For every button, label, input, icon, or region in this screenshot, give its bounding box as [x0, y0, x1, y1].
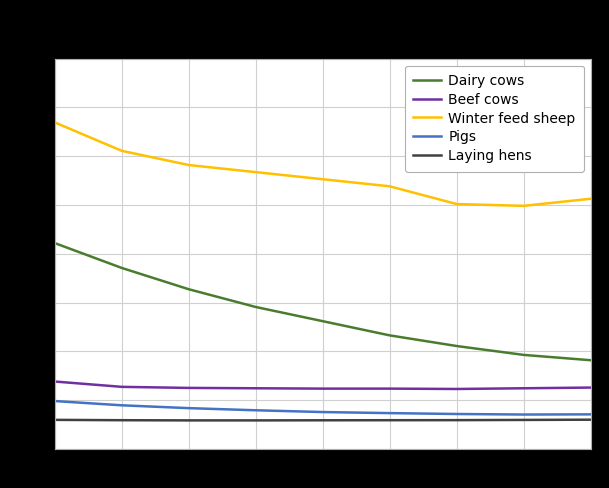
Winter feed sheep: [587, 196, 594, 202]
Line: Winter feed sheep: Winter feed sheep: [55, 122, 591, 206]
Beef cows: [51, 379, 58, 385]
Laying hens: [252, 417, 259, 423]
Beef cows: [319, 386, 326, 391]
Laying hens: [51, 417, 58, 423]
Dairy cows: [319, 318, 326, 324]
Pigs: [51, 398, 58, 404]
Winter feed sheep: [252, 169, 259, 175]
Laying hens: [386, 417, 393, 423]
Pigs: [386, 410, 393, 416]
Dairy cows: [520, 352, 527, 358]
Pigs: [185, 405, 192, 411]
Dairy cows: [252, 304, 259, 310]
Laying hens: [319, 417, 326, 423]
Dairy cows: [118, 265, 125, 271]
Dairy cows: [51, 240, 58, 246]
Dairy cows: [386, 332, 393, 338]
Beef cows: [520, 386, 527, 391]
Laying hens: [185, 417, 192, 423]
Pigs: [453, 411, 460, 417]
Pigs: [587, 411, 594, 417]
Winter feed sheep: [319, 176, 326, 182]
Line: Beef cows: Beef cows: [55, 382, 591, 389]
Laying hens: [118, 417, 125, 423]
Pigs: [118, 403, 125, 408]
Beef cows: [252, 386, 259, 391]
Winter feed sheep: [185, 162, 192, 168]
Dairy cows: [453, 343, 460, 349]
Line: Pigs: Pigs: [55, 401, 591, 414]
Laying hens: [587, 417, 594, 423]
Winter feed sheep: [51, 120, 58, 125]
Dairy cows: [587, 357, 594, 363]
Beef cows: [453, 386, 460, 392]
Beef cows: [185, 385, 192, 391]
Pigs: [252, 407, 259, 413]
Winter feed sheep: [453, 201, 460, 207]
Beef cows: [118, 384, 125, 390]
Laying hens: [453, 417, 460, 423]
Pigs: [319, 409, 326, 415]
Legend: Dairy cows, Beef cows, Winter feed sheep, Pigs, Laying hens: Dairy cows, Beef cows, Winter feed sheep…: [405, 65, 584, 172]
Winter feed sheep: [520, 203, 527, 209]
Line: Dairy cows: Dairy cows: [55, 243, 591, 360]
Pigs: [520, 411, 527, 417]
Laying hens: [520, 417, 527, 423]
Winter feed sheep: [386, 183, 393, 189]
Winter feed sheep: [118, 148, 125, 154]
Beef cows: [386, 386, 393, 391]
Beef cows: [587, 385, 594, 390]
Dairy cows: [185, 286, 192, 292]
